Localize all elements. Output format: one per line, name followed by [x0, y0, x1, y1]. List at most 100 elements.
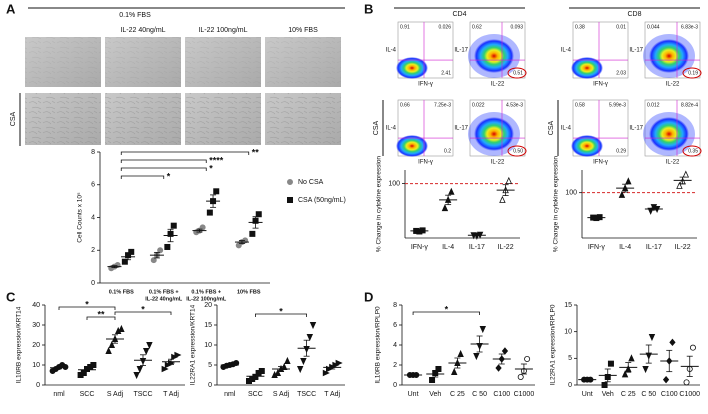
y-tick-label: 100	[388, 180, 400, 187]
y-axis-label: IL10RB expression/RPLP0	[375, 306, 382, 384]
y-tick-label: 0	[36, 382, 40, 389]
quadrant-value: 0.62	[472, 24, 482, 30]
data-point	[683, 379, 690, 386]
y-tick-label: 15	[564, 302, 572, 309]
micrograph-texture	[25, 37, 101, 87]
y-tick-label: 15	[204, 322, 212, 329]
y-tick-label: 0	[393, 382, 397, 389]
group-title: CD4	[452, 11, 466, 18]
data-point	[80, 369, 87, 376]
data-point	[128, 248, 135, 255]
flow-cloud	[571, 57, 603, 79]
data-point	[309, 321, 317, 330]
significance-label: *	[445, 304, 449, 314]
axis-label: IFN-γ	[418, 82, 433, 88]
data-point	[607, 360, 614, 367]
data-point	[505, 176, 513, 184]
micrograph-texture	[265, 93, 341, 145]
data-point	[621, 370, 629, 378]
header: 0.1% FBS	[119, 12, 151, 19]
data-point	[642, 365, 649, 374]
x-tick-label: Veh	[429, 391, 441, 398]
panel-label: C	[6, 289, 16, 304]
legend-label: No CSA	[298, 179, 324, 186]
axis-label: IL-22	[491, 160, 505, 166]
data-point	[296, 365, 304, 374]
x-tick-label: C 50	[641, 391, 656, 398]
x-tick-label: C 25	[450, 391, 465, 398]
highlight-circle	[507, 145, 527, 157]
y-axis-label: IL22RA1 expression/KRT14	[190, 304, 197, 385]
x-tick-label: T Adj	[324, 391, 340, 398]
quadrant-value: 0.91	[400, 24, 410, 30]
x-tick-label: IL-22 100ng/mL	[186, 296, 227, 302]
data-point	[676, 181, 683, 189]
x-tick-label: IL-17	[646, 244, 662, 251]
flow-cloud	[474, 39, 514, 73]
y-tick-label: 0	[568, 382, 572, 389]
panel-label: A	[6, 1, 16, 16]
quadrant-value: 0.026	[438, 24, 451, 30]
x-tick-label: S Adj	[107, 391, 124, 398]
axis-label: IFN-γ	[418, 160, 433, 166]
y-tick-label: 10	[32, 362, 40, 369]
significance-label: ****	[209, 155, 224, 165]
significance-bracket	[120, 167, 207, 171]
quadrant-value: 4.53e-3	[506, 102, 523, 108]
y-tick-label: 4	[393, 342, 397, 349]
x-tick-label: IFN-γ	[411, 244, 429, 251]
y-tick-label: 0	[208, 382, 212, 389]
x-tick-label: S Adj	[273, 391, 290, 398]
significance-label: **	[97, 309, 105, 319]
data-point	[133, 371, 140, 380]
data-point	[142, 347, 150, 356]
y-axis-label: Cell Counts x 10⁵	[77, 192, 84, 243]
y-tick-label: 4	[91, 214, 95, 221]
x-tick-label: C1000	[679, 391, 700, 398]
column-label: IL-22 40ng/mL	[120, 27, 165, 34]
data-point	[648, 333, 656, 342]
data-point	[479, 325, 487, 334]
quadrant-value: 2.03	[616, 70, 626, 76]
data-point	[335, 359, 343, 367]
significance-label: *	[85, 299, 89, 309]
x-tick-label: T Adj	[163, 391, 179, 398]
row-label: CSA	[373, 120, 380, 135]
axis-label: IL-22	[666, 160, 680, 166]
y-tick-label: 8	[91, 149, 95, 156]
micrograph-texture	[185, 37, 261, 87]
significance-bracket	[120, 175, 165, 179]
micrograph-texture	[185, 93, 261, 145]
y-axis-label: % Change in cytokine expression	[553, 156, 560, 252]
significance-bracket	[114, 311, 172, 315]
quadrant-value: 0.022	[472, 102, 485, 108]
axis-label: IL-4	[561, 126, 572, 132]
y-tick-label: 30	[32, 322, 40, 329]
significance-bracket	[86, 316, 116, 320]
data-point	[450, 367, 458, 376]
column-label: 10% FBS	[288, 27, 318, 34]
significance-bracket	[412, 311, 480, 315]
flow-cloud	[396, 57, 428, 79]
x-tick-label: SCC	[248, 391, 263, 398]
significance-bracket	[120, 159, 207, 163]
data-point	[300, 357, 307, 366]
data-point	[647, 207, 654, 215]
significance-label: *	[209, 163, 213, 173]
data-point	[501, 347, 509, 355]
y-tick-label: 5	[568, 355, 572, 362]
data-point	[90, 361, 97, 368]
data-point	[499, 195, 506, 203]
y-tick-label: 6	[393, 322, 397, 329]
row-label: CSA	[10, 111, 17, 126]
data-point	[213, 188, 220, 195]
significance-bracket	[255, 313, 307, 317]
flow-cloud	[649, 39, 689, 73]
highlight-circle	[507, 67, 527, 79]
significance-label: *	[167, 171, 171, 181]
x-tick-label: 0.1% FBS +	[191, 289, 221, 295]
quadrant-value: 5.99e-3	[609, 102, 626, 108]
micrograph-texture	[105, 93, 181, 145]
significance-bracket	[58, 306, 116, 310]
